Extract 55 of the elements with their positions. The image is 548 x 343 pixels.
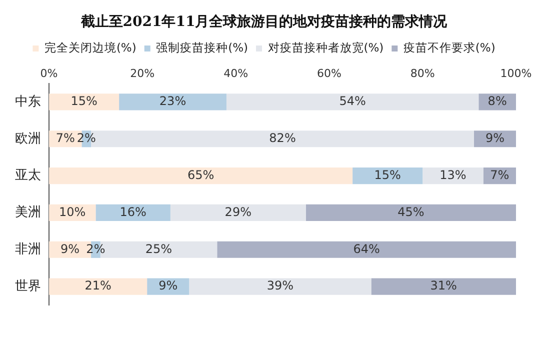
y-tick-label: 世界 (15, 278, 41, 294)
bar (352, 167, 423, 184)
data-label: 16% (120, 204, 146, 219)
bar (217, 241, 516, 258)
data-label: 29% (224, 204, 252, 219)
bar (189, 278, 372, 295)
y-tick-label: 中东 (15, 94, 41, 110)
data-label: 21% (84, 278, 112, 293)
bar (49, 94, 120, 110)
data-label: 39% (266, 278, 294, 293)
bar (96, 204, 170, 222)
legend-label: 对疫苗接种者放宽(%) (268, 40, 384, 55)
bar (371, 278, 516, 295)
bar (147, 278, 190, 295)
data-label: 2% (86, 242, 106, 256)
data-label: 15% (374, 168, 401, 182)
y-tick-label: 欧洲 (15, 131, 41, 146)
x-tick-label: 20% (130, 66, 155, 80)
x-tick-label: 0% (40, 66, 58, 80)
bar (306, 204, 516, 222)
bar (422, 167, 484, 184)
data-label: 25% (145, 242, 172, 256)
data-label: 9% (158, 278, 178, 293)
data-label: 9% (60, 242, 80, 256)
bar (226, 94, 479, 110)
y-tick-label: 非洲 (15, 242, 41, 257)
chart-title: 截止至2021年11月全球旅游目的地对疫苗接种的需求情况 (80, 13, 448, 30)
x-tick-label: 80% (410, 66, 435, 80)
data-label: 82% (269, 131, 296, 145)
data-label: 9% (485, 131, 505, 145)
x-tick-label: 40% (224, 66, 248, 80)
y-tick-label: 美洲 (15, 204, 41, 220)
legend-label: 完全关闭边境(%) (44, 40, 136, 55)
bar (49, 167, 353, 184)
data-label: 7% (490, 168, 510, 182)
data-label: 10% (59, 204, 86, 219)
data-label: 65% (187, 168, 214, 182)
bar (119, 94, 226, 110)
y-tick-label: 亚太 (15, 168, 41, 184)
legend-label: 强制疫苗接种(%) (156, 40, 248, 55)
bar (49, 278, 148, 295)
data-label: 13% (440, 168, 466, 182)
data-label: 7% (56, 131, 75, 145)
x-tick-label: 60% (316, 66, 342, 80)
bar (170, 204, 306, 222)
data-label: 54% (339, 94, 366, 108)
x-tick-label: 100% (500, 66, 532, 80)
data-label: 64% (353, 242, 380, 256)
data-label: 31% (430, 278, 457, 293)
data-label: 23% (159, 94, 186, 108)
data-label: 2% (76, 131, 96, 145)
data-label: 8% (488, 94, 507, 108)
legend-label: 疫苗不作要求(%) (403, 40, 496, 55)
data-label: 15% (70, 94, 98, 108)
data-label: 45% (398, 204, 424, 219)
